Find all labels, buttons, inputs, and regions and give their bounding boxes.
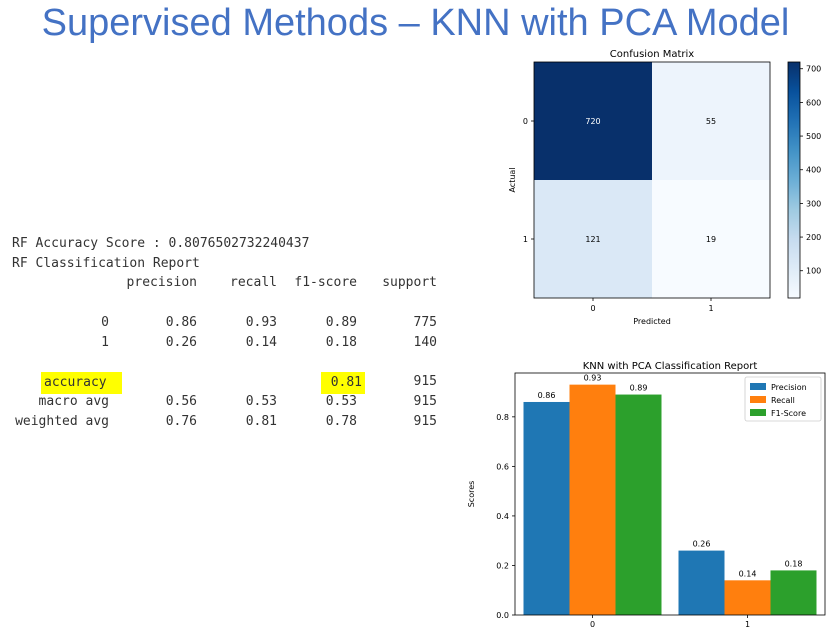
cell-recall: 0.93 — [245, 315, 277, 330]
cell-value-label: 121 — [585, 235, 600, 244]
colorbar-tick-label: 200 — [806, 233, 821, 242]
y-tick-label: 0.4 — [496, 512, 509, 521]
y-tick-label: 0.8 — [496, 413, 509, 422]
cell-support: 915 — [413, 394, 437, 409]
chart-title: KNN with PCA Classification Report — [583, 361, 758, 372]
cell-precision: 0.56 — [165, 394, 197, 409]
y-axis-label: Scores — [467, 481, 476, 508]
cell-precision: 0.86 — [165, 315, 197, 330]
plot-frame — [533, 61, 771, 299]
accuracy-f1-highlight: 0.81 — [321, 372, 365, 394]
colorbar-tick-label: 500 — [806, 132, 821, 141]
header-precision: precision — [126, 275, 197, 290]
bar — [770, 570, 817, 615]
x-tick-label: 1 — [745, 620, 750, 629]
cell-f1: 0.89 — [325, 315, 357, 330]
accuracy-score-line: RF Accuracy Score : 0.8076502732240437 — [12, 236, 310, 251]
y-tick-label: 0.2 — [496, 561, 509, 570]
colorbar-tick-label: 600 — [806, 98, 821, 107]
y-axis-label: Actual — [508, 167, 517, 192]
report-title: RF Classification Report — [12, 256, 200, 271]
header-recall: recall — [230, 275, 277, 290]
header-f1-score: f1-score — [294, 275, 357, 290]
row-label: macro avg — [38, 394, 109, 409]
y-tick-label: 0.0 — [496, 611, 509, 620]
row-label: weighted avg — [15, 414, 109, 429]
row-label: 1 — [101, 335, 109, 350]
cell-support: 775 — [413, 315, 437, 330]
bar — [523, 401, 570, 615]
cell-recall: 0.53 — [245, 394, 277, 409]
cell-support: 915 — [413, 374, 437, 389]
x-axis-label: Predicted — [633, 317, 671, 326]
legend-label: F1-Score — [771, 409, 806, 418]
slide-title: Supervised Methods – KNN with PCA Model — [41, 2, 790, 44]
heatmap-cell — [652, 180, 770, 298]
cell-precision: 0.26 — [165, 335, 197, 350]
bar-value-label: 0.26 — [693, 540, 711, 549]
legend-swatch — [750, 409, 766, 416]
colorbar — [787, 61, 801, 299]
y-tick-label: 1 — [523, 235, 528, 244]
legend-label: Recall — [771, 396, 795, 405]
colorbar-tick-label: 100 — [806, 267, 821, 276]
cell-recall: 0.14 — [245, 335, 277, 350]
y-tick-label: 0 — [523, 117, 528, 126]
heatmap-cell — [534, 180, 652, 298]
heatmap-cell — [534, 62, 652, 180]
accuracy-label-highlight: accuracy — [41, 372, 122, 394]
confusion-matrix-chart: Confusion Matrix 720 55 121 19 0 1 0 1 Predicted A… — [508, 49, 821, 326]
cell-precision: 0.76 — [165, 414, 197, 429]
bar-value-label: 0.18 — [785, 559, 803, 568]
bar-value-label: 0.89 — [630, 384, 648, 393]
legend-swatch — [750, 396, 766, 403]
heatmap-cell — [652, 62, 770, 180]
bar-value-label: 0.14 — [739, 569, 757, 578]
legend-swatch — [750, 383, 766, 390]
cell-value-label: 720 — [585, 117, 600, 126]
cell-value-label: 19 — [706, 235, 716, 244]
cell-f1: 0.78 — [325, 414, 357, 429]
cell-support: 140 — [413, 335, 437, 350]
classification-report-bar-chart: KNN with PCA Classification Report 0.86 0.… — [467, 361, 826, 629]
y-tick-label: 0.6 — [496, 462, 509, 471]
cell-f1: 0.18 — [325, 335, 357, 350]
cell-value-label: 55 — [706, 117, 716, 126]
colorbar-tick-label: 400 — [806, 166, 821, 175]
cell-recall: 0.81 — [245, 414, 277, 429]
cell-support: 915 — [413, 414, 437, 429]
x-tick-label: 0 — [590, 620, 595, 629]
colorbar-tick-label: 700 — [806, 65, 821, 74]
bar — [678, 550, 725, 615]
plot-frame — [514, 372, 826, 616]
bar-value-label: 0.86 — [538, 391, 556, 400]
row-label: 0 — [101, 315, 109, 330]
bar-value-label: 0.93 — [584, 374, 602, 383]
legend-label: Precision — [771, 383, 807, 392]
bar — [569, 384, 616, 615]
x-tick-label: 1 — [708, 304, 713, 313]
chart-title: Confusion Matrix — [610, 49, 694, 60]
cell-f1: 0.53 — [325, 394, 357, 409]
bar — [724, 580, 771, 615]
bar — [615, 394, 662, 615]
header-support: support — [382, 275, 437, 290]
colorbar-tick-label: 300 — [806, 199, 821, 208]
x-tick-label: 0 — [590, 304, 595, 313]
